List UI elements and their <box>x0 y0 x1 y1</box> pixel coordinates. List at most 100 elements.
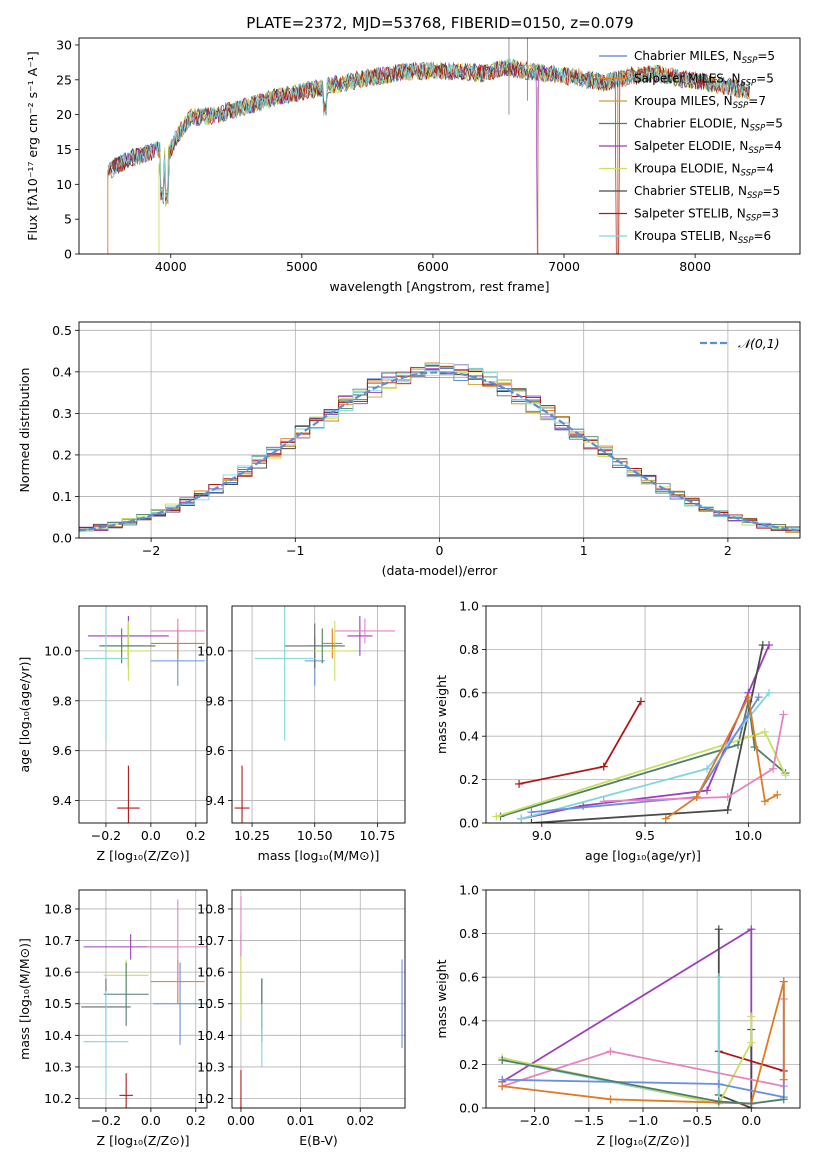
normal-reference-curve <box>79 371 800 532</box>
x-tick-label: 10.50 <box>297 828 333 843</box>
x-tick-label: 0.0 <box>141 828 161 843</box>
y-tick-label: 10 <box>56 177 72 192</box>
y-tick-label: 0.2 <box>52 447 72 462</box>
weight-line-7 <box>603 714 785 803</box>
y-tick-label: 10.2 <box>44 1091 72 1106</box>
y-tick-label: 10.7 <box>44 933 72 948</box>
y-tick-label: 10.5 <box>197 996 225 1011</box>
weight-line-8 <box>502 1059 784 1105</box>
x-tick-label: 0.0 <box>741 1113 761 1128</box>
x-tick-label: 9.5 <box>635 828 655 843</box>
age-vs-mass-panel: 10.25 10.50 10.75 9.4 9.6 9.8 10.0 mass [log₁₀(… <box>197 605 406 863</box>
plot-area <box>492 641 790 823</box>
x-tick-label: −2.0 <box>520 1113 550 1128</box>
legend-label: 𝒩(0,1) <box>738 336 780 351</box>
legend-label: Salpeter STELIB, NSSP=3 <box>634 207 779 224</box>
mass-vs-Z-panel: −0.2 0.0 0.2 10.2 10.3 10.4 10.5 10.6 10.7 10.8 Z … <box>17 889 208 1148</box>
x-tick-label: 10.75 <box>360 828 396 843</box>
y-tick-label: 5 <box>64 212 72 227</box>
weight-vs-Z-panel: −2.0 −1.5 −1.0 −0.5 0.0 0.0 0.2 0.4 0.6 0.8 1.0 Z [… <box>434 883 801 1148</box>
x-tick-label: 2 <box>724 543 732 558</box>
y-axis-label: age [log₁₀(age/yr)] <box>17 657 32 773</box>
plot-area <box>79 362 800 538</box>
axes-frame <box>78 37 801 255</box>
x-tick-label: −0.2 <box>91 828 121 843</box>
y-tick-label: 0 <box>64 247 72 262</box>
figure-title: PLATE=2372, MJD=53768, FIBERID=0150, z=0… <box>246 14 633 32</box>
legend-label: Chabrier STELIB, NSSP=5 <box>634 184 780 201</box>
legend-label: Chabrier MILES, NSSP=5 <box>634 49 775 66</box>
y-tick-label: 10.4 <box>197 1028 225 1043</box>
y-tick-label: 0.0 <box>459 816 479 831</box>
y-tick-label: 15 <box>56 142 72 157</box>
legend-label: Chabrier ELODIE, NSSP=5 <box>634 117 783 134</box>
y-tick-label: 0.4 <box>459 729 479 744</box>
y-tick-label: 20 <box>56 107 72 122</box>
x-tick-label: 1 <box>580 543 588 558</box>
y-tick-label: 10.5 <box>44 996 72 1011</box>
y-tick-label: 0.3 <box>52 406 72 421</box>
y-tick-label: 10.7 <box>197 933 225 948</box>
histogram-series-8 <box>79 364 800 538</box>
spectrum-panel: 4000 5000 6000 7000 8000 0 5 10 15 20 25 30 waveleng… <box>25 37 801 294</box>
x-axis-label: age [log₁₀(age/yr)] <box>585 848 701 863</box>
weight-line-1 <box>717 929 753 1108</box>
y-tick-label: 0.6 <box>459 685 479 700</box>
x-tick-label: 0.01 <box>287 1113 315 1128</box>
x-tick-label: 0.02 <box>346 1113 374 1128</box>
spectrum-line-4 <box>107 60 751 254</box>
x-tick-label: 0.00 <box>227 1113 255 1128</box>
x-axis-label: Z [log₁₀(Z/Z⊙)] <box>97 1133 190 1148</box>
y-tick-label: 0.2 <box>459 1057 479 1072</box>
y-tick-label: 9.8 <box>52 693 72 708</box>
spectrum-line-8 <box>107 57 750 203</box>
y-tick-label: 0.0 <box>52 531 72 546</box>
y-tick-label: 0.5 <box>52 323 72 338</box>
y-tick-label: 0.6 <box>459 970 479 985</box>
y-tick-label: 0.0 <box>459 1101 479 1116</box>
axes-frame <box>485 605 801 824</box>
x-tick-label: 0.2 <box>186 1113 206 1128</box>
weight-line-0 <box>518 701 642 785</box>
y-tick-label: 9.4 <box>52 793 72 808</box>
y-tick-label: 10.3 <box>197 1059 225 1074</box>
plot-area <box>83 606 205 823</box>
y-tick-label: 9.8 <box>205 693 225 708</box>
legend-label: Salpeter MILES, NSSP=5 <box>634 72 774 89</box>
y-tick-label: 10.0 <box>44 643 72 658</box>
y-tick-label: 10.6 <box>44 965 72 980</box>
y-tick-label: 0.8 <box>459 642 479 657</box>
y-tick-label: 10.0 <box>197 643 225 658</box>
axes-frame <box>78 605 208 824</box>
y-tick-label: 1.0 <box>459 599 479 614</box>
x-tick-label: 7000 <box>548 259 580 274</box>
y-tick-label: 0.8 <box>459 926 479 941</box>
spectrum-legend: Chabrier MILES, NSSP=5 Salpeter MILES, NS… <box>599 49 783 246</box>
axes-frame <box>231 605 406 824</box>
axes-frame <box>78 889 208 1109</box>
y-axis-label: Flux [fλ10⁻¹⁷ erg cm⁻² s⁻¹ A⁻¹] <box>25 51 40 240</box>
y-tick-label: 0.1 <box>52 489 72 504</box>
legend-label: Salpeter ELODIE, NSSP=4 <box>634 139 782 156</box>
axes-frame <box>485 889 801 1109</box>
y-tick-label: 30 <box>56 37 72 52</box>
y-tick-label: 10.2 <box>197 1091 225 1106</box>
x-axis-label: wavelength [Angstrom, rest frame] <box>329 279 549 294</box>
plot-area <box>240 896 403 1108</box>
x-axis-label: (data-model)/error <box>382 563 499 578</box>
mass-vs-EBV-panel: 0.00 0.01 0.02 10.2 10.3 10.4 10.5 10.6 10.7 10.8… <box>197 889 406 1148</box>
y-tick-label: 9.4 <box>205 793 225 808</box>
y-tick-label: 10.8 <box>197 901 225 916</box>
x-tick-label: 6000 <box>417 259 449 274</box>
x-tick-label: 10.25 <box>234 828 270 843</box>
y-tick-label: 10.3 <box>44 1059 72 1074</box>
y-tick-label: 25 <box>56 72 72 87</box>
x-axis-label: Z [log₁₀(Z/Z⊙)] <box>597 1133 690 1148</box>
weight-line-2 <box>718 1050 785 1072</box>
x-tick-label: −1.5 <box>574 1113 604 1128</box>
x-tick-label: 10.0 <box>734 828 762 843</box>
age-vs-Z-panel: −0.2 0.0 0.2 9.4 9.6 9.8 10.0 Z [log₁₀(Z/Z⊙)] ag… <box>17 605 208 863</box>
plots-layer: 4000 5000 6000 7000 8000051015202530waveleng… <box>17 37 801 1148</box>
axes-frame <box>78 321 801 539</box>
